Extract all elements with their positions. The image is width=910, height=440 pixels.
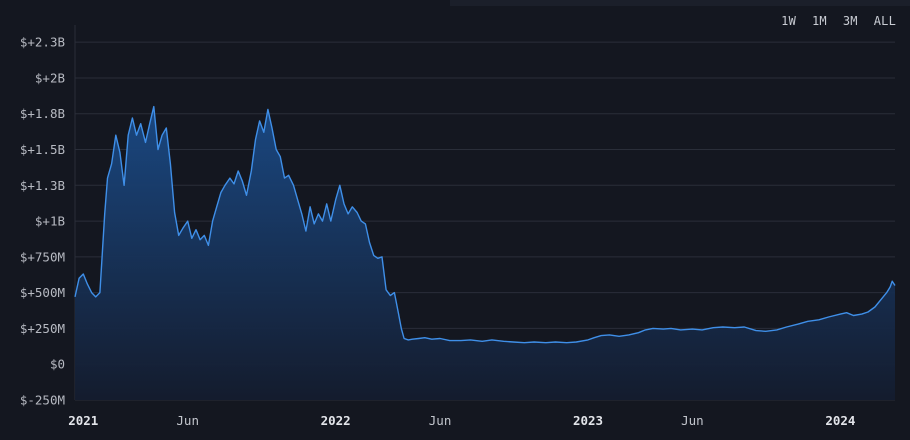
y-tick-label: $+500M — [20, 285, 65, 300]
y-tick-label: $0 — [50, 357, 65, 372]
y-axis: $-250M $0 $+250M $+500M $+750M $+1B $+1.3B $+1.… — [20, 35, 65, 408]
range-button-all[interactable]: ALL — [873, 14, 896, 28]
y-tick-label: $+2.3B — [20, 35, 65, 50]
series-line — [74, 105, 896, 344]
x-tick-label: 2023 — [573, 413, 603, 428]
y-tick-label: $-250M — [20, 393, 65, 408]
x-tick-label: 2024 — [825, 413, 855, 428]
x-tick-label: Jun — [429, 413, 452, 428]
y-tick-label: $+1.8B — [20, 106, 65, 121]
y-tick-label: $+1.5B — [20, 142, 65, 157]
y-tick-label: $+1B — [35, 214, 65, 229]
x-tick-label: 2022 — [321, 413, 351, 428]
x-tick-label: Jun — [176, 413, 199, 428]
range-selector: 1W 1M 3M ALL — [773, 14, 896, 28]
top-strip — [450, 0, 910, 6]
y-tick-label: $+250M — [20, 321, 65, 336]
range-button-3m[interactable]: 3M — [842, 14, 858, 28]
series-area — [74, 105, 896, 400]
y-tick-label: $+2B — [35, 70, 65, 85]
series-area-fill — [75, 106, 895, 400]
x-tick-label: 2021 — [68, 413, 98, 428]
x-axis: 2021 Jun 2022 Jun 2023 Jun 2024 — [68, 413, 855, 428]
y-tick-label: $+1.3B — [20, 178, 65, 193]
range-button-1m[interactable]: 1M — [812, 14, 827, 28]
x-tick-label: Jun — [681, 413, 704, 428]
y-tick-label: $+750M — [20, 249, 65, 264]
range-button-1w[interactable]: 1W — [781, 14, 796, 28]
